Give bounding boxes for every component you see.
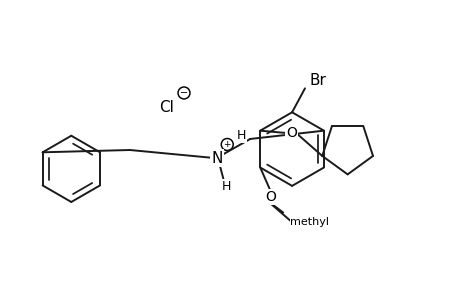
Text: −: − [179,88,188,98]
Text: H: H [236,129,245,142]
Text: +: + [223,140,230,149]
Text: Cl: Cl [159,100,174,115]
Text: O: O [264,190,275,204]
Text: methyl: methyl [290,217,329,227]
Text: H: H [221,180,230,193]
Text: O: O [285,126,297,140]
Text: Br: Br [309,73,325,88]
Text: N: N [211,151,222,166]
